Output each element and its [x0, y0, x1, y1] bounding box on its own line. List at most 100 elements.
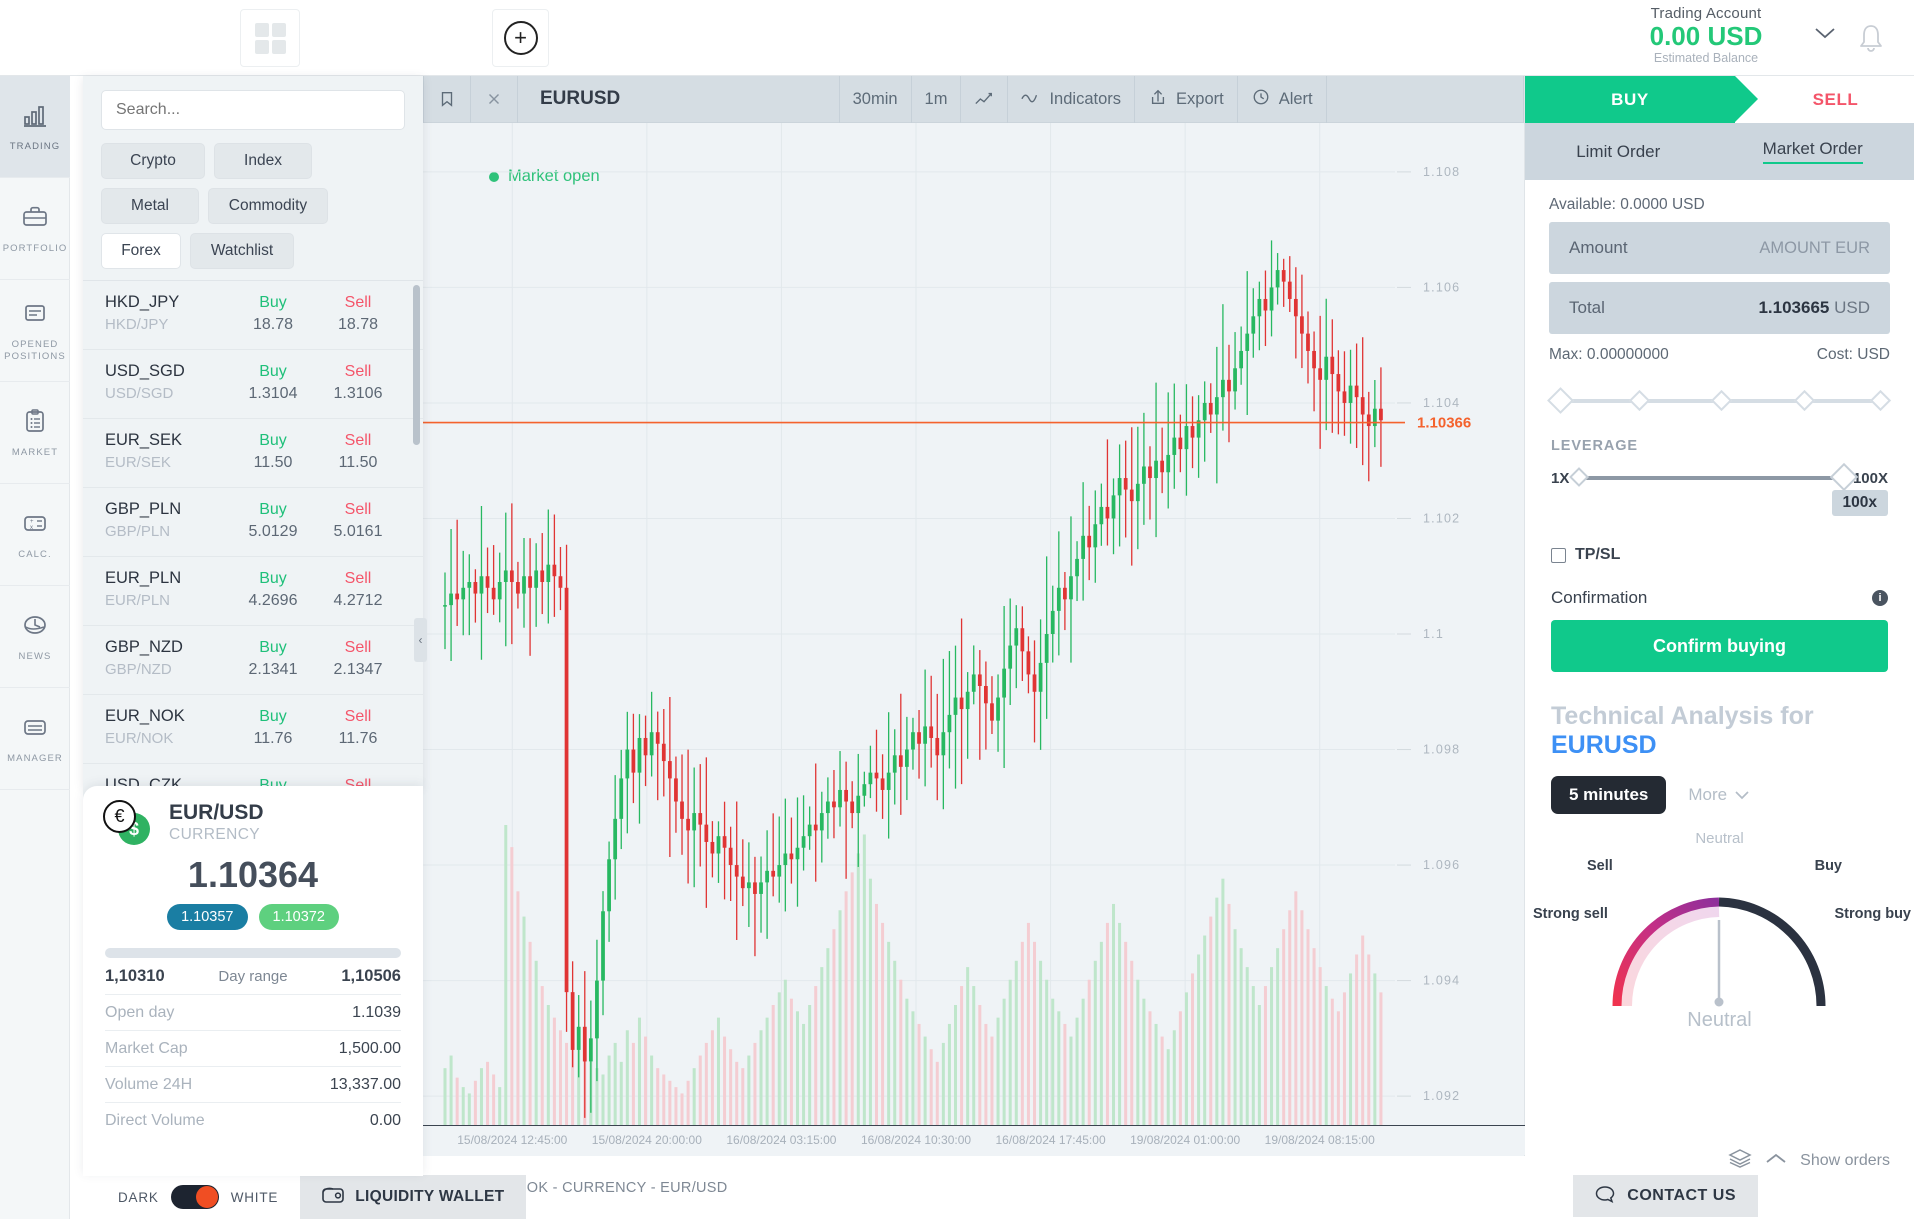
- sidebar-item-manager[interactable]: MANAGER: [0, 688, 70, 790]
- svg-text:1.092: 1.092: [1423, 1089, 1460, 1103]
- leverage-track[interactable]: [1569, 462, 1859, 492]
- confirm-buying-button[interactable]: Confirm buying: [1551, 620, 1888, 672]
- ta-more-button[interactable]: More: [1688, 785, 1750, 805]
- filter-commodity[interactable]: Commodity: [208, 188, 328, 224]
- sidebar-item-portfolio[interactable]: PORTFOLIO: [0, 178, 70, 280]
- buy-label: Buy: [259, 501, 287, 518]
- filter-watchlist[interactable]: Watchlist: [190, 233, 294, 269]
- stat-value: 1.1039: [352, 1003, 401, 1021]
- table-row[interactable]: GBP_NZD GBP/NZD Buy 2.1341 Sell 2.1347: [83, 626, 423, 695]
- filter-forex[interactable]: Forex: [101, 233, 181, 269]
- chevron-down-icon[interactable]: [1814, 26, 1836, 40]
- candlestick-chart[interactable]: 1.108 1.106 1.104 1.102 1.1 1.098 1.096 1.094 1.…: [423, 123, 1525, 1155]
- total-field[interactable]: Total 1.103665 USD: [1549, 282, 1890, 334]
- info-icon[interactable]: i: [1872, 590, 1888, 606]
- list-scrollbar[interactable]: [413, 285, 420, 445]
- gauge-label-sell: Sell: [1587, 858, 1613, 874]
- stat-row: Open day 1.1039: [105, 994, 401, 1030]
- day-range-low: 1,10310: [105, 967, 165, 986]
- amount-field[interactable]: Amount AMOUNT EUR: [1549, 222, 1890, 274]
- sidebar-item-calc[interactable]: + x CALC.: [0, 484, 70, 586]
- sell-price: 11.50: [338, 454, 378, 472]
- tpsl-checkbox-row[interactable]: TP/SL: [1525, 522, 1914, 564]
- table-row[interactable]: EUR_PLN EUR/PLN Buy 4.2696 Sell 4.2712: [83, 557, 423, 626]
- show-orders-button[interactable]: Show orders: [1728, 1148, 1890, 1173]
- table-row[interactable]: EUR_NOK EUR/NOK Buy 11.76 Sell 11.76: [83, 695, 423, 764]
- alert-button[interactable]: Alert: [1238, 75, 1327, 123]
- slider-handle-0[interactable]: [1547, 387, 1574, 414]
- sidebar-item-label: MARKET: [11, 446, 59, 458]
- buy-label: Buy: [259, 639, 287, 656]
- slider-tick-50[interactable]: [1711, 389, 1733, 412]
- buy-price: 4.2696: [248, 592, 298, 610]
- instrument-pair: HKD/JPY: [105, 315, 169, 333]
- sell-label: Sell: [344, 294, 372, 311]
- toolbar-spacer-right: [1327, 75, 1524, 123]
- grid-apps-icon[interactable]: [240, 9, 300, 67]
- sidebar-item-market[interactable]: MARKET: [0, 382, 70, 484]
- table-row[interactable]: HKD_JPY HKD/JPY Buy 18.78 Sell 18.78: [83, 281, 423, 350]
- slider-tick-75[interactable]: [1793, 389, 1816, 412]
- slider-tick-100[interactable]: [1869, 389, 1892, 412]
- ta-more-label: More: [1688, 785, 1728, 804]
- bottom-bar-left: DARK WHITE LIQUIDITY WALLET: [96, 1175, 527, 1219]
- amount-slider[interactable]: [1547, 387, 1892, 414]
- filter-crypto[interactable]: Crypto: [101, 143, 205, 179]
- ta-timeframe-button[interactable]: 5 minutes: [1551, 776, 1667, 814]
- show-orders-label: Show orders: [1800, 1151, 1890, 1169]
- instrument-symbol: GBP_NZD: [105, 638, 183, 656]
- plus-circle-icon[interactable]: +: [492, 9, 549, 67]
- tab-market-order[interactable]: Market Order: [1762, 139, 1863, 164]
- liquidity-wallet-button[interactable]: LIQUIDITY WALLET: [300, 1175, 527, 1219]
- sell-price: 5.0161: [333, 523, 383, 541]
- table-row[interactable]: EUR_SEK EUR/SEK Buy 11.50 Sell 11.50: [83, 419, 423, 488]
- sidebar-item-news[interactable]: NEWS: [0, 586, 70, 688]
- amount-label: Amount: [1569, 238, 1628, 257]
- table-row[interactable]: USD_SGD USD/SGD Buy 1.3104 Sell 1.3106: [83, 350, 423, 419]
- sidebar-item-label: NEWS: [18, 650, 52, 662]
- interval-1m-button[interactable]: 1m: [912, 75, 962, 123]
- clipboard-list-icon: [21, 407, 49, 440]
- slider-tick-25[interactable]: [1628, 389, 1650, 412]
- svg-text:1.10366: 1.10366: [1417, 415, 1471, 432]
- buy-label: Buy: [259, 570, 287, 587]
- theme-toggle[interactable]: DARK WHITE: [96, 1185, 300, 1209]
- max-cost-row: Max: 0.00000000 Cost: USD: [1525, 342, 1914, 364]
- order-book-bar[interactable]: ORDER BOOK - CURRENCY - EUR/USD: [423, 1156, 1525, 1219]
- wallet-icon: [322, 1186, 345, 1208]
- chart-body[interactable]: ‹ Market open 1.108 1.106 1.104 1.102 1.1 1.0…: [414, 123, 1525, 1155]
- contact-us-button[interactable]: CONTACT US: [1573, 1175, 1758, 1217]
- bell-icon[interactable]: [1856, 22, 1886, 54]
- tab-sell[interactable]: SELL: [1735, 76, 1914, 123]
- indicators-button[interactable]: Indicators: [1008, 75, 1136, 123]
- sidebar-item-trading[interactable]: TRADING: [0, 76, 70, 178]
- leverage-slider[interactable]: 1X 100X: [1551, 462, 1888, 492]
- table-row[interactable]: GBP_PLN GBP/PLN Buy 5.0129 Sell 5.0161: [83, 488, 423, 557]
- chevron-left-icon[interactable]: ‹: [414, 618, 427, 662]
- close-icon[interactable]: [471, 75, 518, 123]
- tab-buy[interactable]: BUY: [1525, 76, 1758, 123]
- instrument-pair: GBP/NZD: [105, 660, 172, 678]
- filter-index[interactable]: Index: [214, 143, 312, 179]
- trading-account[interactable]: Trading Account 0.00 USD Estimated Balan…: [1606, 5, 1806, 65]
- cost-label: Cost: USD: [1816, 346, 1890, 363]
- search-input[interactable]: [101, 90, 405, 130]
- sell-price: 2.1347: [333, 661, 383, 679]
- theme-switch[interactable]: [170, 1185, 219, 1209]
- leverage-handle-min[interactable]: [1569, 467, 1590, 487]
- sell-label: Sell: [344, 570, 372, 587]
- filter-metal[interactable]: Metal: [101, 188, 199, 224]
- tpsl-checkbox[interactable]: [1551, 547, 1566, 563]
- leverage-handle-max[interactable]: [1829, 462, 1859, 492]
- stat-row: Volume 24H 13,337.00: [105, 1066, 401, 1102]
- export-button[interactable]: Export: [1135, 75, 1238, 123]
- bookmark-icon[interactable]: [423, 75, 471, 123]
- gauge-label-strong-buy: Strong buy: [1834, 906, 1911, 922]
- tab-limit-order[interactable]: Limit Order: [1576, 141, 1661, 161]
- instrument-symbol: EUR_PLN: [105, 569, 182, 587]
- instrument-list[interactable]: HKD_JPY HKD/JPY Buy 18.78 Sell 18.78 USD…: [83, 280, 423, 820]
- line-chart-icon[interactable]: [961, 75, 1009, 123]
- interval-30min-button[interactable]: 30min: [840, 75, 912, 123]
- sidebar-item-opened-positions[interactable]: OPENED POSITIONS: [0, 280, 70, 382]
- instrument-pair: EUR/NOK: [105, 729, 174, 747]
